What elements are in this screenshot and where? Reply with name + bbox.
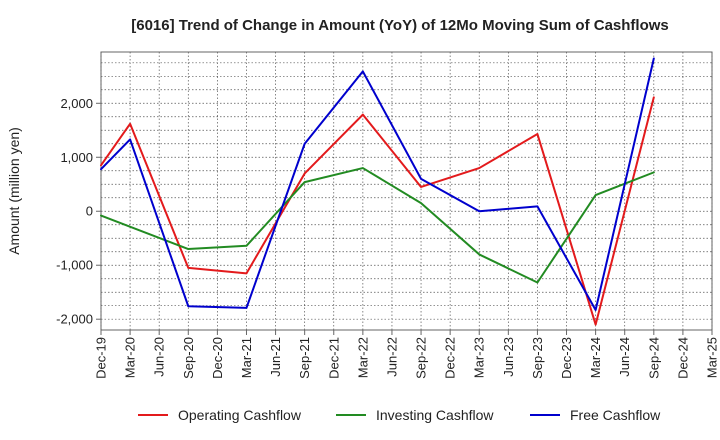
legend-label-operating-cashflow: Operating Cashflow bbox=[178, 407, 302, 423]
operating-cashflow-line bbox=[100, 96, 655, 326]
y-tick-label: 1,000 bbox=[60, 150, 93, 165]
y-tick-label: 2,000 bbox=[60, 96, 93, 111]
y-axis-label: Amount (million yen) bbox=[6, 127, 22, 255]
y-tick-label: -2,000 bbox=[56, 312, 93, 327]
x-tick-label: Sep-21 bbox=[297, 337, 312, 379]
y-axis-ticks: -2,000 -1,000 0 1,000 2,000 bbox=[56, 96, 101, 327]
y-tick-label: 0 bbox=[86, 204, 93, 219]
x-tick-label: Dec-23 bbox=[559, 337, 574, 379]
plot-background bbox=[101, 52, 712, 330]
y-tick-label: -1,000 bbox=[56, 258, 93, 273]
x-tick-label: Dec-20 bbox=[210, 337, 225, 379]
x-tick-label: Sep-22 bbox=[414, 337, 429, 379]
free-cashflow-line bbox=[100, 57, 655, 312]
x-tick-label: Jun-22 bbox=[384, 337, 399, 377]
x-tick-label: Dec-19 bbox=[94, 337, 109, 379]
plot-frame bbox=[100, 51, 713, 331]
x-tick-label: Mar-25 bbox=[705, 337, 720, 378]
plot-area bbox=[100, 51, 713, 331]
x-axis-ticks: Dec-19 Mar-20 Jun-20 Sep-20 Dec-20 Mar-21 Jun-… bbox=[94, 330, 720, 379]
x-tick-label: Mar-20 bbox=[123, 337, 138, 378]
gridlines bbox=[100, 52, 713, 330]
x-tick-label: Jun-21 bbox=[268, 337, 283, 377]
x-tick-label: Mar-24 bbox=[588, 337, 603, 378]
x-tick-label: Jun-24 bbox=[617, 337, 632, 377]
x-tick-label: Dec-21 bbox=[326, 337, 341, 379]
x-tick-label: Sep-20 bbox=[181, 337, 196, 379]
legend-label-investing-cashflow: Investing Cashflow bbox=[376, 407, 494, 423]
x-tick-label: Jun-20 bbox=[152, 337, 167, 377]
x-tick-label: Sep-24 bbox=[646, 337, 661, 379]
chart-title: [6016] Trend of Change in Amount (YoY) o… bbox=[131, 17, 669, 34]
x-tick-label: Mar-21 bbox=[239, 337, 254, 378]
investing-cashflow-line bbox=[100, 167, 655, 284]
x-tick-label: Mar-23 bbox=[472, 337, 487, 378]
x-tick-label: Dec-24 bbox=[675, 337, 690, 379]
series-lines bbox=[100, 57, 655, 326]
x-tick-label: Sep-23 bbox=[530, 337, 545, 379]
x-tick-label: Jun-23 bbox=[501, 337, 516, 377]
legend: Operating Cashflow Investing Cashflow Free… bbox=[138, 407, 661, 423]
x-tick-label: Dec-22 bbox=[443, 337, 458, 379]
x-tick-label: Mar-22 bbox=[355, 337, 370, 378]
legend-label-free-cashflow: Free Cashflow bbox=[570, 407, 661, 423]
